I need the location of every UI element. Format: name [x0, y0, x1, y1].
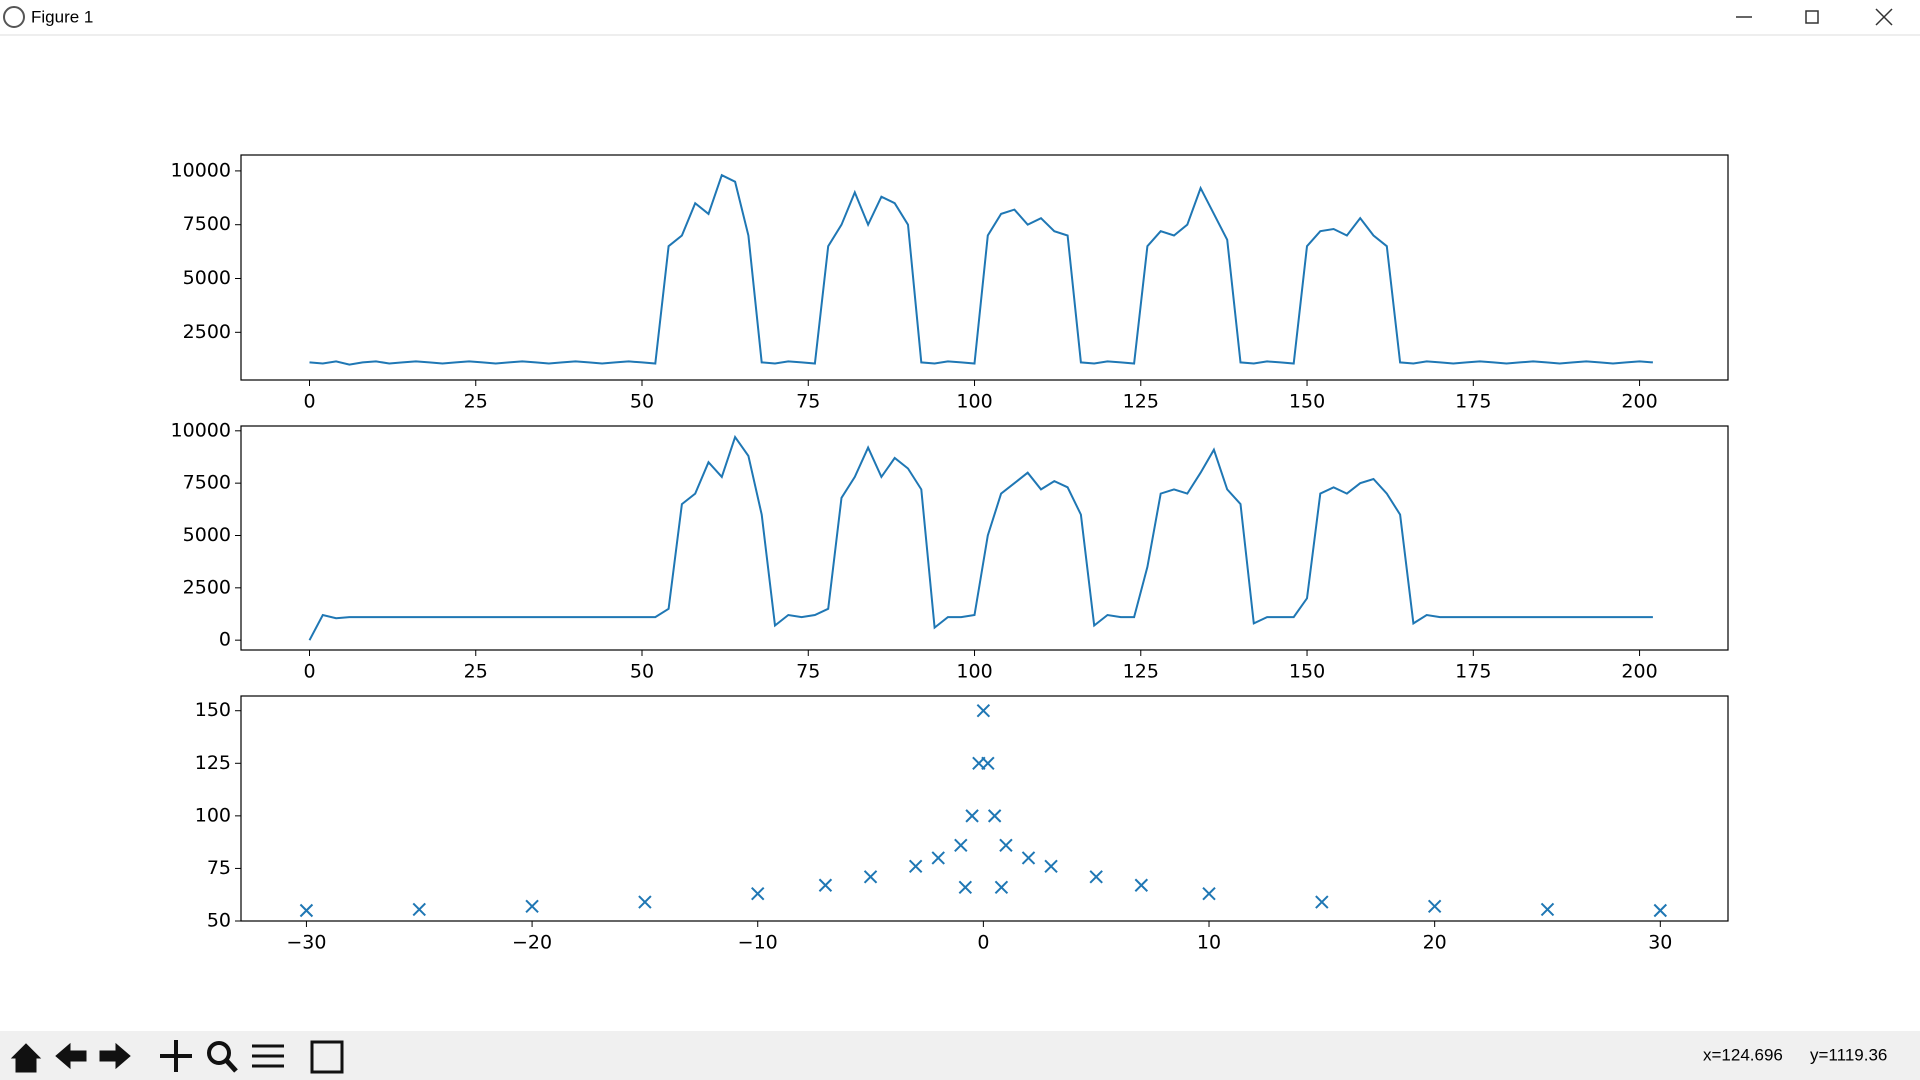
scatter-point: [1653, 903, 1668, 918]
scatter-point: [1134, 878, 1149, 892]
status-x: x=124.696: [1703, 1045, 1783, 1064]
scatter-point: [981, 756, 995, 770]
x-tick-label: 10: [1197, 932, 1221, 954]
x-tick-label: 50: [630, 661, 654, 683]
home-button[interactable]: [10, 1043, 42, 1073]
x-tick-label: −20: [512, 932, 552, 954]
x-tick-label: 100: [956, 661, 992, 683]
y-tick-label: 50: [207, 910, 231, 932]
x-tick-label: 175: [1455, 391, 1491, 413]
scatter-point: [931, 851, 945, 865]
scatter-point: [987, 809, 1002, 823]
y-tick-label: 100: [195, 804, 231, 826]
y-tick-label: 2500: [183, 321, 231, 343]
x-tick-label: 25: [464, 391, 488, 413]
toolbar: [0, 1031, 1920, 1080]
line-series: [308, 434, 1653, 641]
x-tick-label: 125: [1123, 661, 1159, 683]
x-tick-label: 30: [1648, 932, 1672, 954]
scatter-point: [1089, 870, 1103, 884]
x-tick-label: 75: [796, 661, 820, 683]
y-tick-label: 150: [195, 699, 231, 721]
y-tick-label: 7500: [183, 472, 231, 494]
y-tick-label: 5000: [183, 524, 231, 546]
status-y: y=1119.36: [1810, 1045, 1887, 1064]
y-tick-label: 10000: [171, 159, 231, 181]
y-tick-label: 75: [207, 857, 231, 879]
scatter-point: [412, 902, 426, 917]
scatter-point: [994, 880, 1009, 895]
scatter-point: [299, 903, 314, 918]
scatter-point: [976, 704, 991, 718]
title-bar: [0, 0, 1920, 35]
y-tick-label: 10000: [171, 419, 231, 441]
x-tick-label: 50: [630, 391, 654, 413]
scatter-point: [999, 838, 1013, 853]
restore-button[interactable]: [1805, 10, 1819, 24]
back-button[interactable]: [55, 1042, 87, 1070]
x-tick-label: 175: [1455, 661, 1491, 683]
pan-button[interactable]: [160, 1040, 192, 1072]
x-tick-label: 20: [1423, 932, 1447, 954]
scatter-point: [751, 886, 765, 901]
scatter-point: [1315, 895, 1329, 909]
scatter-point: [908, 859, 923, 874]
scatter-point: [1540, 902, 1555, 917]
scatter-point: [863, 870, 878, 884]
scatter-point: [1202, 886, 1216, 901]
y-tick-label: 0: [219, 629, 231, 651]
x-tick-label: 150: [1289, 661, 1325, 683]
x-tick-label: 150: [1289, 391, 1325, 413]
scatter-point: [1427, 899, 1442, 913]
y-tick-label: 125: [195, 752, 231, 774]
zoom-button[interactable]: [207, 1041, 231, 1065]
line-series: [309, 173, 1653, 366]
scatter-point: [1044, 859, 1058, 874]
axes-frame: [240, 154, 1729, 381]
scatter-point: [958, 880, 973, 895]
x-tick-label: 75: [796, 391, 820, 413]
x-tick-label: 200: [1621, 391, 1657, 413]
x-tick-label: 0: [977, 932, 989, 954]
x-tick-label: 0: [303, 661, 315, 683]
x-tick-label: −30: [286, 932, 326, 954]
close-button[interactable]: [1875, 8, 1893, 26]
scatter-point: [1021, 851, 1036, 865]
window-title: Figure 1: [31, 7, 93, 26]
forward-button[interactable]: [99, 1042, 131, 1070]
y-tick-label: 5000: [183, 267, 231, 289]
scatter-point: [965, 809, 979, 823]
axes-frame: [240, 695, 1729, 922]
configure-button[interactable]: [252, 1044, 284, 1068]
y-tick-label: 2500: [183, 576, 231, 598]
x-tick-label: 125: [1123, 391, 1159, 413]
x-tick-label: 200: [1621, 661, 1657, 683]
save-button[interactable]: [310, 1040, 344, 1074]
app-icon: [3, 6, 25, 28]
zoom-handle: [224, 1058, 238, 1073]
scatter-point: [954, 838, 968, 853]
axes-frame: [240, 425, 1729, 651]
y-tick-label: 7500: [183, 213, 231, 235]
scatter-point: [638, 895, 652, 909]
x-tick-label: 100: [956, 391, 992, 413]
x-tick-label: 0: [303, 391, 315, 413]
scatter-point: [525, 899, 539, 913]
x-tick-label: 25: [464, 661, 488, 683]
x-tick-label: −10: [738, 932, 778, 954]
scatter-point: [818, 878, 833, 892]
